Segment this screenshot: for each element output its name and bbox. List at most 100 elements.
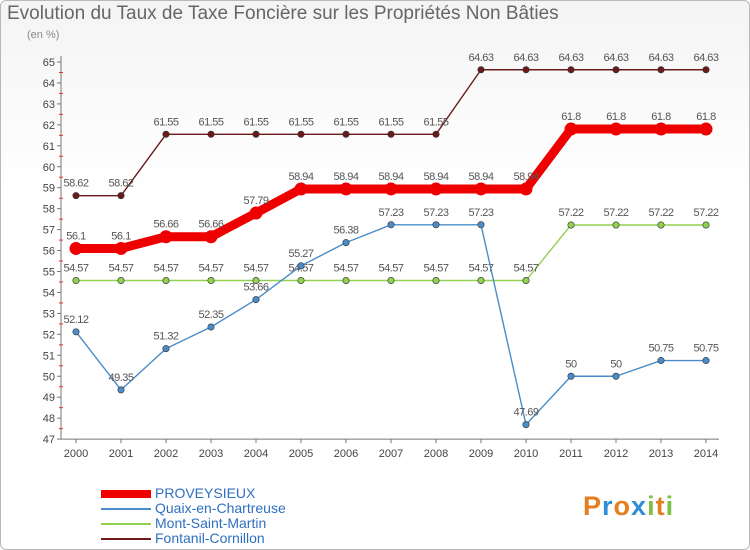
y-tick-label: 65 bbox=[43, 57, 55, 69]
data-point bbox=[699, 122, 713, 136]
data-label: 56.38 bbox=[333, 225, 358, 237]
data-label: 64.63 bbox=[648, 52, 673, 64]
x-tick-label: 2000 bbox=[64, 448, 88, 460]
y-tick-label: 48 bbox=[43, 413, 55, 425]
data-point bbox=[72, 192, 80, 200]
data-label: 58.94 bbox=[423, 171, 448, 183]
y-tick-label: 56 bbox=[43, 246, 55, 258]
data-label: 57.79 bbox=[243, 195, 268, 207]
data-label: 58.62 bbox=[63, 178, 88, 190]
data-label: 55.27 bbox=[288, 248, 313, 260]
data-point bbox=[162, 130, 170, 138]
data-label: 57.22 bbox=[558, 207, 583, 219]
data-point bbox=[162, 345, 170, 353]
data-label: 54.57 bbox=[378, 263, 403, 275]
data-point bbox=[429, 182, 443, 196]
x-tick-label: 2011 bbox=[559, 448, 583, 460]
data-point bbox=[114, 241, 128, 255]
data-label: 47.69 bbox=[513, 407, 538, 419]
data-label: 61.55 bbox=[378, 116, 403, 128]
data-point bbox=[567, 66, 575, 74]
data-point bbox=[612, 372, 620, 380]
x-tick-label: 2013 bbox=[649, 448, 673, 460]
y-tick-label: 55 bbox=[43, 267, 55, 279]
data-point bbox=[72, 328, 80, 336]
data-point bbox=[339, 182, 353, 196]
data-point bbox=[252, 277, 260, 285]
data-label: 64.63 bbox=[513, 52, 538, 64]
data-point bbox=[609, 122, 623, 136]
data-label: 54.57 bbox=[243, 263, 268, 275]
data-label: 61.8 bbox=[696, 111, 716, 123]
data-point bbox=[387, 221, 395, 229]
data-label: 61.55 bbox=[333, 116, 358, 128]
data-label: 58.94 bbox=[333, 171, 358, 183]
y-tick-label: 64 bbox=[43, 78, 55, 90]
data-label: 57.23 bbox=[423, 207, 448, 219]
y-tick-label: 54 bbox=[43, 287, 55, 299]
data-label: 53.66 bbox=[243, 282, 268, 294]
data-point bbox=[567, 221, 575, 229]
legend-label: Mont-Saint-Martin bbox=[155, 515, 267, 531]
legend-swatch bbox=[101, 508, 151, 510]
data-label: 58.94 bbox=[468, 171, 493, 183]
data-point bbox=[297, 262, 305, 270]
data-point bbox=[432, 130, 440, 138]
data-point bbox=[252, 296, 260, 304]
data-label: 61.55 bbox=[423, 116, 448, 128]
data-label: 57.22 bbox=[648, 207, 673, 219]
data-point bbox=[342, 277, 350, 285]
data-point bbox=[117, 386, 125, 394]
y-tick-label: 57 bbox=[43, 225, 55, 237]
data-label: 54.57 bbox=[63, 263, 88, 275]
data-point bbox=[657, 221, 665, 229]
data-point bbox=[522, 277, 530, 285]
data-label: 56.1 bbox=[66, 230, 86, 242]
data-point bbox=[159, 230, 173, 244]
y-tick-label: 53 bbox=[43, 308, 55, 320]
proxiti-logo: Proxiti bbox=[583, 491, 674, 522]
data-point bbox=[204, 230, 218, 244]
x-tick-label: 2003 bbox=[199, 448, 223, 460]
data-label: 56.66 bbox=[153, 219, 178, 231]
x-tick-label: 2008 bbox=[424, 448, 448, 460]
chart-title: Evolution du Taux de Taxe Foncière sur l… bbox=[7, 3, 559, 24]
data-label: 57.23 bbox=[468, 207, 493, 219]
data-point bbox=[432, 277, 440, 285]
data-label: 58.94 bbox=[513, 171, 538, 183]
data-label: 61.55 bbox=[198, 116, 223, 128]
data-point bbox=[294, 182, 308, 196]
data-label: 61.8 bbox=[606, 111, 626, 123]
data-point bbox=[477, 221, 485, 229]
y-tick-label: 58 bbox=[43, 204, 55, 216]
data-label: 64.63 bbox=[558, 52, 583, 64]
y-tick-label: 52 bbox=[43, 329, 55, 341]
data-label: 49.35 bbox=[108, 372, 133, 384]
y-tick-label: 47 bbox=[43, 434, 55, 446]
data-label: 50.75 bbox=[693, 343, 718, 355]
y-axis-unit: (en %) bbox=[27, 29, 60, 41]
data-label: 54.57 bbox=[468, 263, 493, 275]
data-label: 57.23 bbox=[378, 207, 403, 219]
data-label: 61.55 bbox=[153, 116, 178, 128]
data-point bbox=[702, 357, 710, 365]
data-label: 50 bbox=[610, 358, 622, 370]
logo-letter: o bbox=[613, 491, 632, 521]
data-point bbox=[69, 241, 83, 255]
logo-letter: i bbox=[665, 491, 675, 521]
legend-label: Quaix-en-Chartreuse bbox=[155, 500, 286, 516]
data-point bbox=[162, 277, 170, 285]
logo-letter: i bbox=[647, 491, 656, 521]
y-tick-label: 61 bbox=[43, 141, 55, 153]
x-tick-label: 2005 bbox=[289, 448, 313, 460]
x-tick-label: 2012 bbox=[604, 448, 628, 460]
data-point bbox=[519, 182, 533, 196]
y-tick-label: 63 bbox=[43, 99, 55, 111]
y-tick-label: 60 bbox=[43, 162, 55, 174]
data-point bbox=[342, 239, 350, 247]
data-point bbox=[207, 130, 215, 138]
data-label: 61.8 bbox=[651, 111, 671, 123]
series-proveysieux: 56.1 56.1 56.66 56.66 57.79 58.94 58.94 58.94 58… bbox=[66, 111, 717, 255]
data-point bbox=[477, 277, 485, 285]
data-point bbox=[249, 206, 263, 220]
